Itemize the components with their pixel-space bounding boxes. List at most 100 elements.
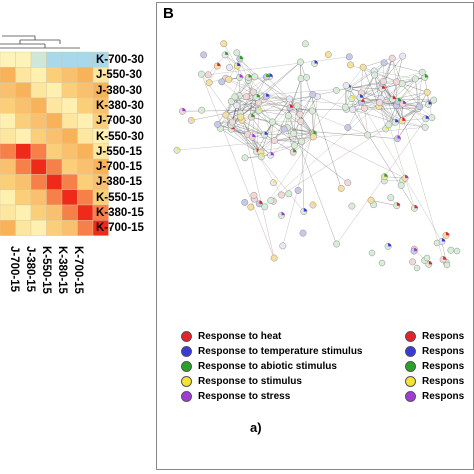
heatmap-col-label: J-700-15 <box>8 246 20 293</box>
network-edge <box>347 127 368 136</box>
heatmap-cell <box>46 97 63 114</box>
network-node-annotation <box>261 153 265 157</box>
heatmap-cell <box>61 128 78 145</box>
heatmap-cell <box>77 220 94 236</box>
heatmap-cell <box>15 67 32 83</box>
network-edge <box>254 76 290 100</box>
heatmap-cell <box>15 204 32 221</box>
network-node <box>423 88 431 96</box>
heatmap-cell <box>15 112 32 129</box>
network-node <box>345 53 353 61</box>
network-node-circle <box>371 71 379 79</box>
network-edge <box>231 124 265 135</box>
heatmap-cell <box>46 112 63 129</box>
network-node-circle <box>198 106 206 114</box>
network-edge <box>266 96 290 100</box>
network-node-annotation <box>398 98 402 102</box>
network-edge <box>265 96 289 116</box>
network-node-circle <box>270 254 278 262</box>
network-node <box>411 75 419 83</box>
network-node-circle <box>250 191 258 199</box>
heatmap-cell <box>30 82 47 99</box>
network-node <box>394 135 401 143</box>
heatmap-cell <box>46 220 63 236</box>
network-node <box>228 118 236 126</box>
network-edge <box>299 94 313 115</box>
network-edge <box>228 79 348 128</box>
network-edge <box>396 105 419 109</box>
heatmap-panel: K-700-30 J-550-30 J-380-30 K-380-30 J-700-30… <box>0 0 150 474</box>
network-node-circle <box>418 68 426 76</box>
heatmap-cell <box>61 174 78 190</box>
heatmap-col-label: K-700-15 <box>72 246 84 294</box>
heatmap-col-label: K-380-15 <box>56 246 68 294</box>
network-node-circle <box>413 264 421 272</box>
network-edge <box>381 88 403 121</box>
network-node-annotation <box>217 62 221 66</box>
network-node <box>233 102 241 109</box>
network-edge <box>313 96 318 134</box>
network-node-annotation <box>360 94 364 98</box>
network-panel: B Response to heat Response to temperatur… <box>156 2 474 470</box>
network-edge <box>347 101 362 128</box>
legend-label: Response to abiotic stimulus <box>198 361 337 372</box>
heatmap-cell <box>46 51 63 68</box>
network-node-circle <box>284 112 292 120</box>
network-node-circle <box>227 98 235 105</box>
network-node <box>221 51 229 59</box>
network-node <box>233 49 241 57</box>
network-edge <box>288 115 302 142</box>
network-node-circle <box>423 254 431 262</box>
network-node-circle <box>428 114 436 122</box>
network-node <box>430 96 438 104</box>
heatmap-cell <box>15 128 32 145</box>
heatmap-cell <box>15 158 32 175</box>
network-node <box>347 61 354 69</box>
network-graph <box>173 40 461 272</box>
heatmap-cell <box>15 51 32 68</box>
network-node-annotation <box>239 74 243 78</box>
network-edge <box>392 58 397 82</box>
network-node-annotation <box>312 201 317 206</box>
network-node-circle <box>364 131 372 139</box>
network-node-circle <box>303 74 311 81</box>
network-node-circle <box>241 198 249 206</box>
network-node <box>231 93 239 101</box>
heatmap-cell <box>61 189 78 206</box>
legend-label: Response to heat <box>198 331 282 342</box>
network-node-circle <box>342 82 350 89</box>
network-node <box>342 82 350 89</box>
network-edge <box>228 58 240 80</box>
heatmap-row-label: K-700-30 <box>96 54 144 66</box>
network-node-circle <box>344 179 352 187</box>
network-node <box>293 102 301 110</box>
network-node <box>344 179 352 187</box>
network-edge <box>380 98 396 123</box>
network-node <box>422 115 430 123</box>
legend-swatch <box>181 376 192 387</box>
network-node-circle <box>285 190 293 198</box>
network-node <box>393 78 400 86</box>
legend-swatch <box>405 361 416 372</box>
network-edge <box>383 55 403 82</box>
network-edge <box>415 78 420 107</box>
legend-item: Response to stress <box>181 391 290 402</box>
network-node-annotation <box>259 200 263 204</box>
network-node-annotation <box>446 232 450 236</box>
network-edge <box>264 133 294 135</box>
heatmap-cell <box>77 204 94 221</box>
network-node-circle <box>399 52 407 60</box>
network-node <box>416 103 423 111</box>
network-node <box>393 202 401 210</box>
legend-swatch <box>405 376 416 387</box>
network-node <box>333 240 341 248</box>
network-node <box>237 113 245 121</box>
heatmap-cell <box>30 189 47 206</box>
network-edge <box>281 122 396 196</box>
network-node-annotation <box>396 202 401 206</box>
legend-swatch <box>405 331 416 342</box>
heatmap-cell <box>77 174 94 190</box>
sub-label: a) <box>250 420 262 435</box>
network-node-circle <box>200 51 208 59</box>
network-node-annotation <box>414 205 418 209</box>
